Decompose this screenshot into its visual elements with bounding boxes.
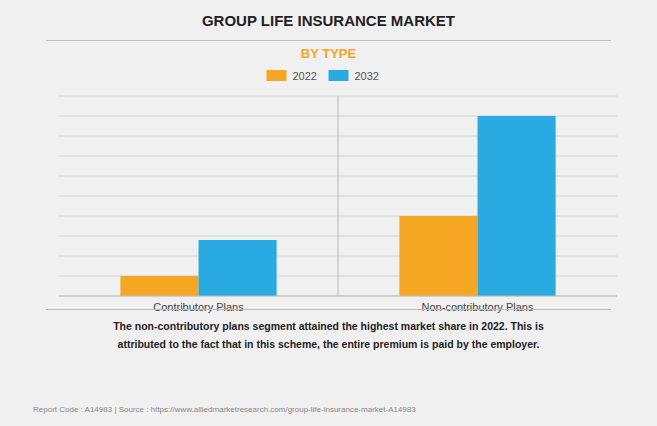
x-tick-label: Contributory Plans — [153, 301, 244, 313]
bar — [120, 276, 198, 296]
bar — [399, 216, 477, 296]
title-divider — [46, 40, 611, 41]
chart-svg: GROUP LIFE INSURANCE MARKETBY TYPE202220… — [0, 0, 657, 426]
footnote-divider — [46, 309, 611, 310]
bar — [199, 240, 277, 296]
footnote: The non-contributory plans segment attai… — [113, 320, 544, 350]
x-tick-label: Non-contributory Plans — [422, 301, 534, 313]
subtitle: BY TYPE — [301, 46, 357, 61]
bar — [478, 116, 556, 296]
background — [0, 0, 657, 426]
grid-line — [59, 296, 617, 297]
legend-swatch — [267, 70, 287, 81]
chart-container: GROUP LIFE INSURANCE MARKETBY TYPE202220… — [0, 0, 657, 426]
report-code: Report Code : A14983 | Source : https://… — [33, 405, 416, 414]
x-axis-line — [59, 296, 617, 297]
group-divider — [338, 96, 339, 296]
legend-label: 2022 — [293, 70, 317, 82]
grid — [59, 96, 617, 296]
legend: 2022 2032 — [267, 70, 379, 82]
title: GROUP LIFE INSURANCE MARKET — [202, 12, 455, 29]
legend-swatch — [329, 70, 349, 81]
legend-label: 2032 — [355, 70, 379, 82]
